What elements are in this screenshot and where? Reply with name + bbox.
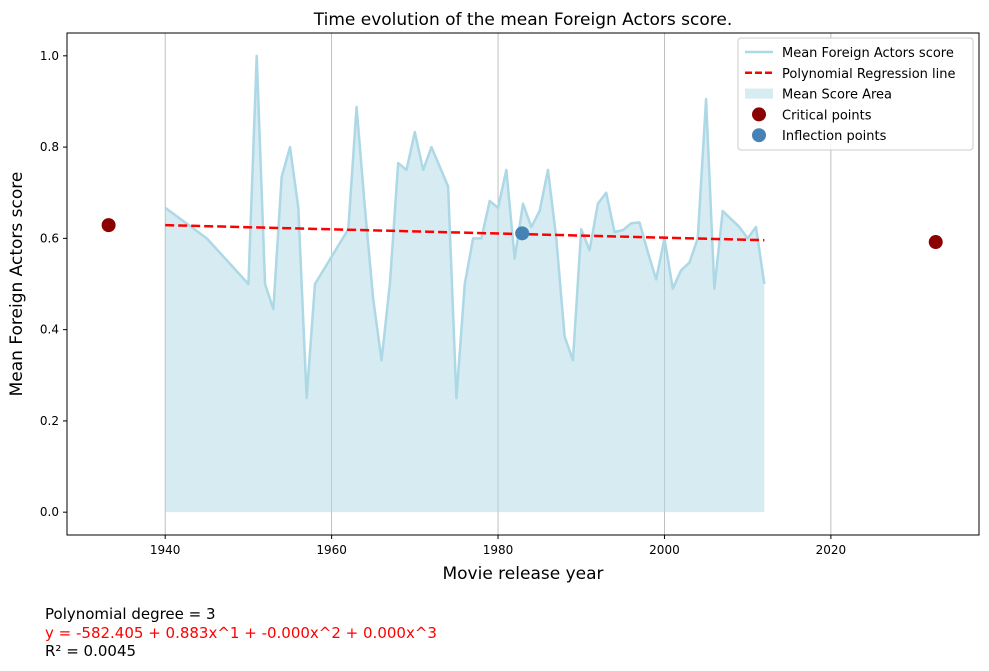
inflection-point xyxy=(515,226,530,241)
legend-label: Mean Score Area xyxy=(782,88,892,103)
y-tick-label: 0.2 xyxy=(40,414,59,428)
legend-label: Inflection points xyxy=(782,129,887,144)
regression-line xyxy=(165,223,765,242)
legend: Mean Foreign Actors score Polynomial Regr… xyxy=(737,37,974,151)
regression-equation-text: y = -582.405 + 0.883x^1 + -0.000x^2 + 0.… xyxy=(45,624,437,642)
x-axis-title: Movie release year xyxy=(442,564,603,584)
y-tick-label: 0.6 xyxy=(40,231,59,245)
x-tick-label: 2000 xyxy=(649,543,680,557)
critical-point xyxy=(101,218,116,233)
legend-label: Polynomial Regression line xyxy=(782,67,956,82)
tick-layer: 1940 1960 1980 2000 2020 0.0 0.2 0.4 0.6 0.8 1.0 xyxy=(40,49,846,557)
critical-point xyxy=(928,235,943,250)
chart-title: Time evolution of the mean Foreign Actor… xyxy=(313,10,733,30)
legend-label: Mean Foreign Actors score xyxy=(782,46,954,61)
point-layer xyxy=(101,218,943,250)
y-tick-label: 1.0 xyxy=(40,49,59,63)
y-tick-label: 0.8 xyxy=(40,140,59,154)
polynomial-degree-text: Polynomial degree = 3 xyxy=(45,605,216,623)
legend-swatch-area xyxy=(745,88,773,99)
x-tick-label: 1960 xyxy=(316,543,347,557)
legend-label: Critical points xyxy=(782,108,872,123)
y-tick-label: 0.4 xyxy=(40,323,59,337)
regression-layer xyxy=(165,223,765,242)
r-squared-text: R² = 0.0045 xyxy=(45,642,137,660)
legend-swatch-dot xyxy=(752,128,766,143)
x-tick-label: 1980 xyxy=(483,543,514,557)
legend-box xyxy=(737,37,974,151)
mean-score-line xyxy=(164,54,766,400)
x-tick-label: 2020 xyxy=(816,543,847,557)
x-tick-label: 1940 xyxy=(150,543,181,557)
y-tick-label: 0.0 xyxy=(40,505,59,519)
y-axis-title: Mean Foreign Actors score xyxy=(7,172,27,397)
line-layer xyxy=(164,54,766,400)
plot-frame xyxy=(66,32,980,536)
legend-swatch-dot xyxy=(752,107,766,122)
